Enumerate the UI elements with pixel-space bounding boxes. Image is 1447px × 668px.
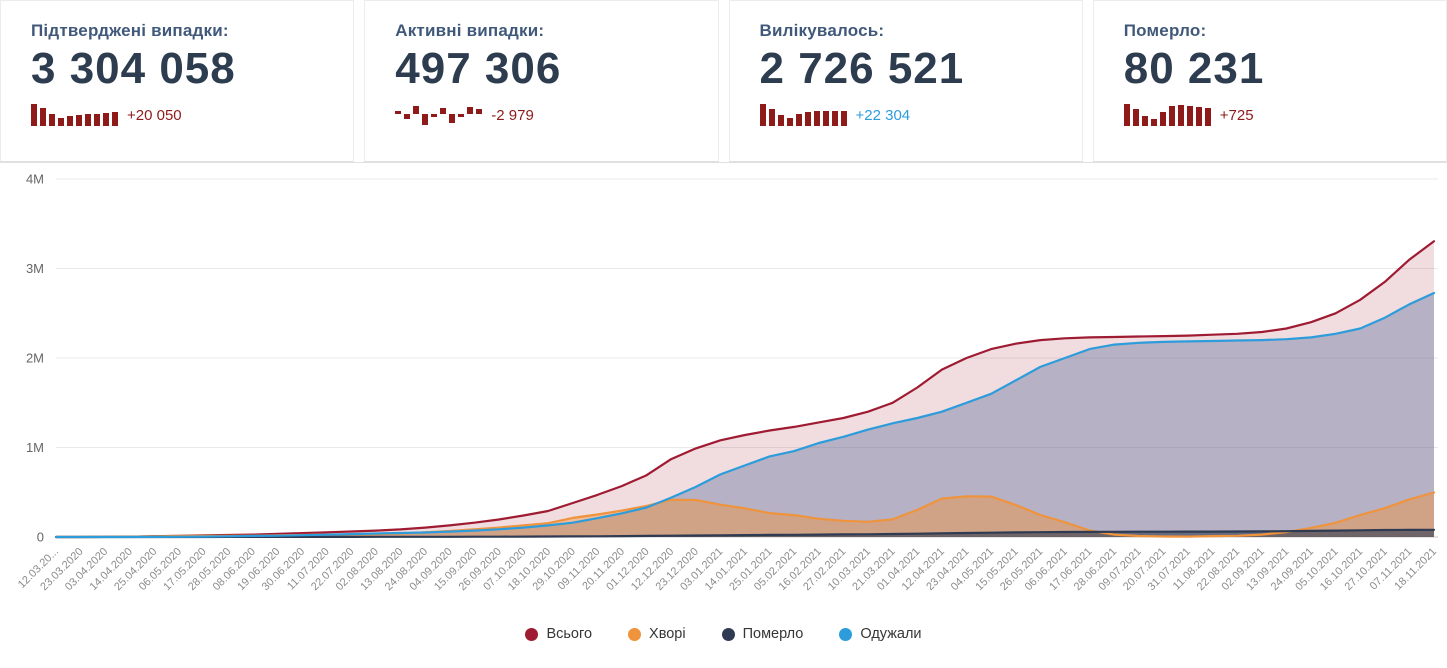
sparkline-bar: [804, 102, 811, 127]
stat-card-active: Активні випадки: 497 306 -2 979: [364, 0, 719, 162]
sparkline-bar: [458, 102, 465, 126]
sparkline-bar: [786, 102, 793, 127]
sparkline-bar: [40, 102, 46, 127]
legend-dot: [628, 627, 642, 641]
sparkline-bar: [1177, 102, 1184, 127]
stats-cards-row: Підтверджені випадки: 3 304 058 +20 050 …: [0, 0, 1447, 163]
legend-item-0[interactable]: Всього: [525, 626, 592, 642]
series-area-2: [56, 529, 1434, 537]
legend-item-3[interactable]: Одужали: [839, 626, 922, 642]
sparkline-bar: [1186, 102, 1193, 127]
y-axis-label: 4M: [26, 172, 44, 187]
sparkline-bar: [422, 102, 429, 126]
y-axis-label: 1M: [26, 440, 44, 455]
sparkline-bar: [49, 102, 55, 127]
sparkline-bar: [768, 102, 775, 127]
sparkline-bar: [777, 102, 784, 127]
sparkline-bar: [1123, 102, 1130, 127]
sparkline-bar: [467, 102, 474, 126]
stat-card-label: Підтверджені випадки:: [31, 21, 229, 40]
series-line-3[interactable]: [54, 291, 1436, 539]
stat-card-value: 2 726 521: [759, 44, 965, 93]
sparkline-bar: [58, 102, 64, 127]
series-area-3: [56, 293, 1434, 537]
sparkline-bar: [67, 102, 73, 127]
stat-card-value: 497 306: [395, 44, 562, 93]
delta-value: +725: [1219, 107, 1254, 125]
stat-card-confirmed: Підтверджені випадки: 3 304 058 +20 050: [0, 0, 355, 162]
sparkline-bar: [440, 102, 447, 126]
sparkline-bar: [1132, 102, 1139, 127]
sparkline-bar: [103, 102, 109, 127]
stat-card-recovered: Вилікувалось: 2 726 521 +22 304: [728, 0, 1083, 162]
legend-dot: [839, 627, 853, 641]
sparkline-bar: [1141, 102, 1148, 127]
legend-label: Всього: [546, 626, 593, 642]
sparkline-bar: [85, 102, 91, 127]
sparkline-bar: [112, 102, 118, 127]
sparkline-bar: [31, 102, 37, 127]
covid-trend-chart[interactable]: 0 1M 2M 3M 4M 12.03.20... 23.03.2020 03.04.2020…: [0, 163, 1447, 651]
sparkline-bar: [404, 102, 411, 126]
legend-label: Хворі: [649, 626, 686, 642]
legend-dot: [525, 627, 539, 641]
sparkline-bar: [413, 102, 420, 126]
delta-value: +22 304: [855, 107, 911, 125]
sparkline-bar: [431, 102, 438, 126]
sparkline-bar: [840, 102, 847, 127]
sparkline-bar: [94, 102, 100, 127]
sparkline-bar: [759, 102, 766, 127]
legend-label: Одужали: [860, 626, 922, 642]
stat-card-label: Померло:: [1123, 21, 1207, 40]
series-area-1: [56, 492, 1434, 537]
legend-label: Померло: [742, 626, 804, 642]
chart-legend: Всього Хворі Померло Одужали: [0, 617, 1447, 651]
sparkline-bar: [813, 102, 820, 127]
y-axis-label: 3M: [26, 261, 44, 276]
sparkline-bar: [476, 102, 483, 126]
legend-item-2[interactable]: Померло: [721, 626, 804, 642]
sparkline-bar: [831, 102, 838, 127]
sparkline-bar: [76, 102, 82, 127]
sparkline-bar: [449, 102, 456, 126]
sparkline: [759, 102, 847, 127]
stat-card-label: Активні випадки:: [395, 21, 545, 40]
sparkline-bar: [1150, 102, 1157, 127]
series-line-0[interactable]: [54, 240, 1436, 539]
sparkline: [395, 102, 483, 126]
y-axis-label: 2M: [26, 351, 44, 366]
series-line-2[interactable]: [54, 528, 1436, 539]
sparkline: [1123, 102, 1211, 127]
stat-card-value: 80 231: [1123, 44, 1265, 93]
sparkline-bar: [1159, 102, 1166, 127]
legend-dot: [721, 627, 735, 641]
sparkline-bar: [1195, 102, 1202, 127]
sparkline-bar: [795, 102, 802, 127]
chart-plot-area[interactable]: 0 1M 2M 3M 4M 12.03.20... 23.03.2020 03.04.2020…: [0, 163, 1447, 615]
y-axis-label: 0: [37, 530, 44, 545]
stat-card-label: Вилікувалось:: [759, 21, 885, 40]
stat-card-deaths: Померло: 80 231 +725: [1092, 0, 1447, 162]
sparkline-bar: [822, 102, 829, 127]
delta-value: -2 979: [491, 107, 534, 125]
sparkline-bar: [1168, 102, 1175, 127]
sparkline-bar: [1204, 102, 1211, 127]
legend-item-1[interactable]: Хворі: [628, 626, 686, 642]
stat-card-value: 3 304 058: [31, 44, 236, 93]
chart-svg[interactable]: 01M2M3M4M12.03.20...23.03.202003.04.2020…: [0, 163, 1447, 615]
series-area-0: [56, 241, 1434, 538]
sparkline: [31, 102, 118, 127]
sparkline-bar: [395, 102, 402, 126]
delta-value: +20 050: [127, 107, 182, 125]
